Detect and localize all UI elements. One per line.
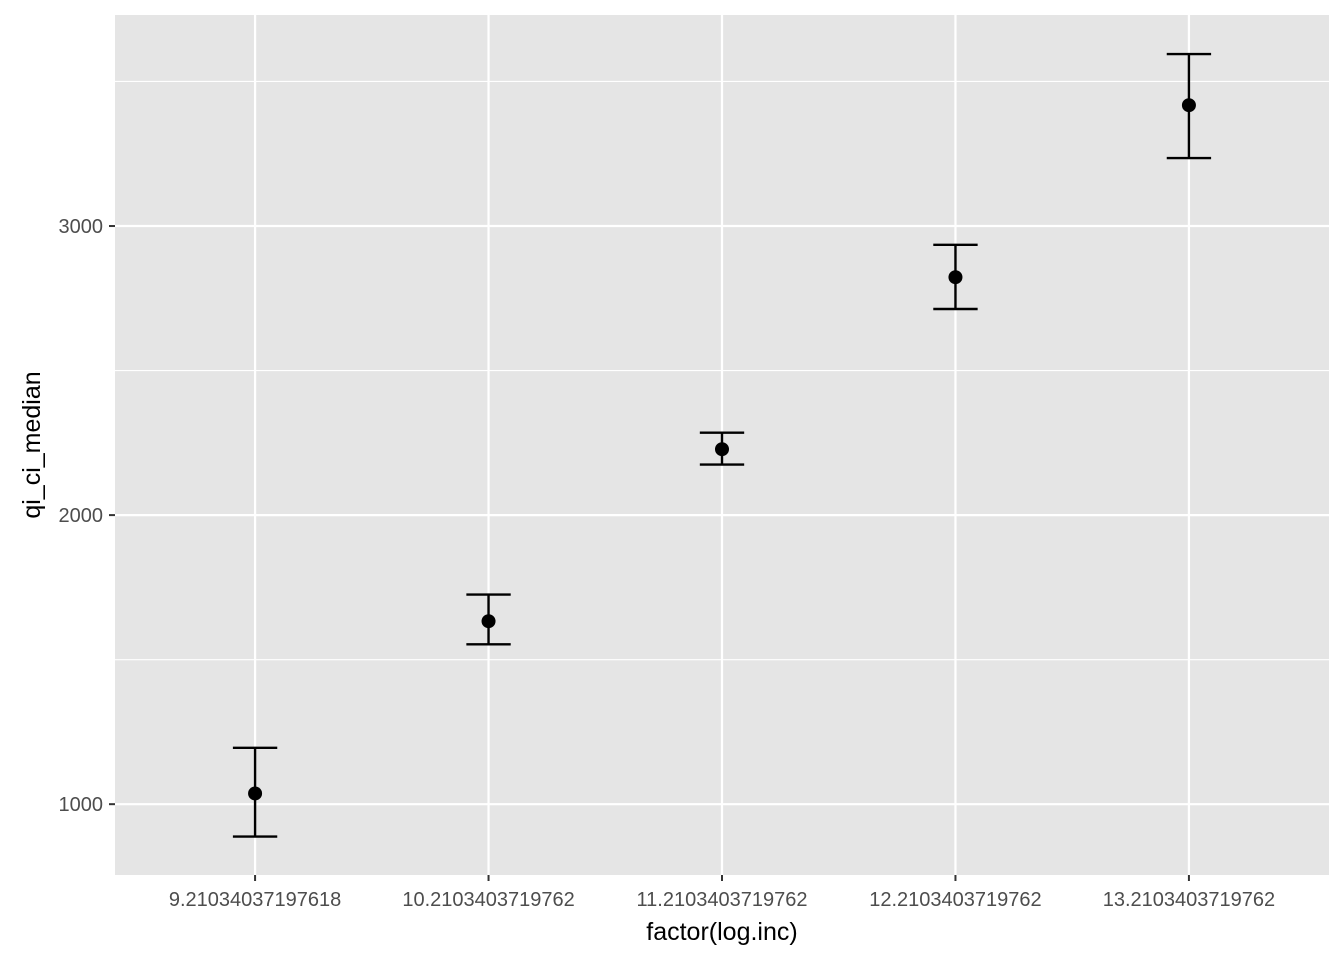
x-tick-label: 10.2103403719762	[402, 889, 574, 911]
x-tick-label: 13.2103403719762	[1103, 889, 1275, 911]
x-axis-title: factor(log.inc)	[646, 918, 797, 946]
data-point	[481, 614, 496, 629]
y-axis-title: qi_ci_median	[18, 371, 46, 518]
y-tick-label: 3000	[59, 216, 104, 238]
y-tick-label: 2000	[59, 505, 104, 527]
data-point	[715, 442, 729, 457]
data-point	[1181, 98, 1196, 113]
x-tick-label: 9.21034037197618	[169, 889, 341, 911]
data-point	[948, 270, 963, 285]
tick-labels: 1000 2000 3000 9.21034037197618 10.210340371…	[59, 216, 1276, 911]
x-tick-label: 12.2103403719762	[869, 889, 1041, 911]
data-marks	[232, 52, 1212, 838]
grid-major	[115, 15, 1329, 875]
y-tick-label: 1000	[59, 794, 104, 816]
axis-ticks	[109, 225, 1190, 881]
data-point	[248, 786, 263, 801]
x-tick-label: 11.2103403719762	[637, 889, 808, 911]
